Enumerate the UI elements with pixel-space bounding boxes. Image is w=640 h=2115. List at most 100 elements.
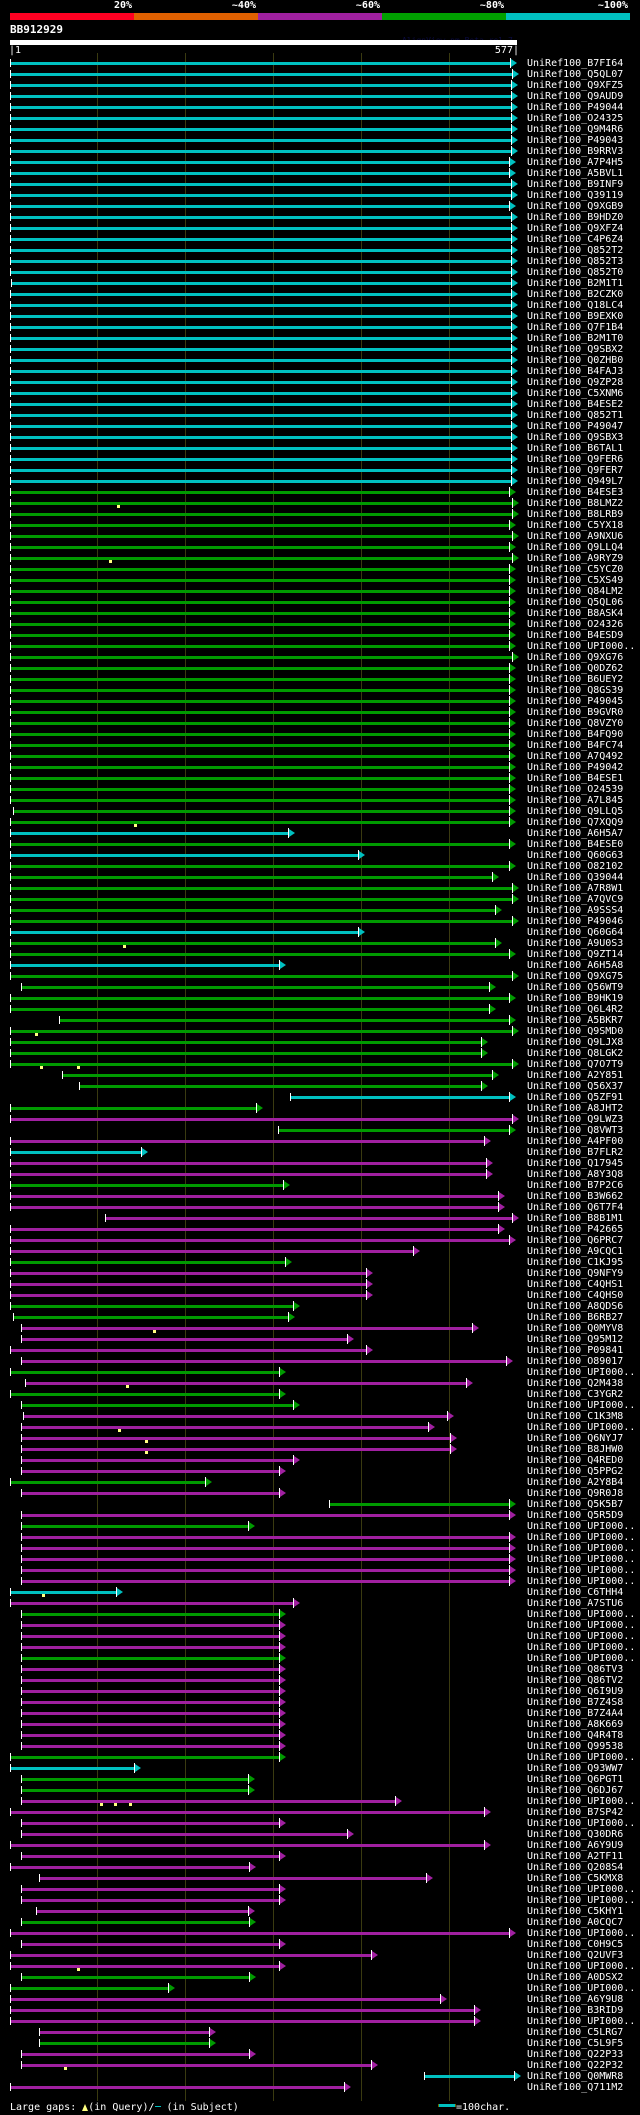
- alignment-bar[interactable]: [10, 139, 511, 142]
- hit-label[interactable]: UniRef100_UPI000..: [527, 1422, 636, 1433]
- alignment-bar[interactable]: [10, 194, 511, 197]
- alignment-bar[interactable]: [10, 579, 509, 582]
- hit-label[interactable]: UniRef100_A9RYZ9: [527, 553, 624, 564]
- alignment-bar[interactable]: [10, 535, 513, 538]
- hit-row[interactable]: UniRef100_Q852T3: [0, 256, 640, 267]
- alignment-bar[interactable]: [20, 1679, 280, 1682]
- hit-label[interactable]: UniRef100_C3YGR2: [527, 1389, 624, 1400]
- hit-label[interactable]: UniRef100_UPI000..: [527, 1983, 636, 1994]
- hit-label[interactable]: UniRef100_Q9XG75: [527, 971, 624, 982]
- hit-label[interactable]: UniRef100_Q2M438: [527, 1378, 624, 1389]
- alignment-bar[interactable]: [10, 1866, 250, 1869]
- hit-row[interactable]: UniRef100_B4ESE0: [0, 839, 640, 850]
- hit-label[interactable]: UniRef100_B7FI64: [527, 58, 624, 69]
- hit-label[interactable]: UniRef100_B7FLR2: [527, 1147, 624, 1158]
- alignment-bar[interactable]: [10, 656, 513, 659]
- hit-row[interactable]: UniRef100_Q22P32: [0, 2060, 640, 2071]
- hit-label[interactable]: UniRef100_Q5PPG2: [527, 1466, 624, 1477]
- hit-label[interactable]: UniRef100_B9EXK0: [527, 311, 624, 322]
- hit-label[interactable]: UniRef100_UPI000..: [527, 1752, 636, 1763]
- hit-label[interactable]: UniRef100_B7P2C6: [527, 1180, 624, 1191]
- hit-label[interactable]: UniRef100_Q9LLQ4: [527, 542, 624, 553]
- alignment-bar[interactable]: [10, 205, 509, 208]
- hit-label[interactable]: UniRef100_Q9ZT14: [527, 949, 624, 960]
- hit-row[interactable]: UniRef100_Q2UVF3: [0, 1950, 640, 1961]
- hit-row[interactable]: UniRef100_Q5PPG2: [0, 1466, 640, 1477]
- alignment-bar[interactable]: [10, 436, 511, 439]
- hit-label[interactable]: UniRef100_B2M1T0: [527, 333, 624, 344]
- hit-label[interactable]: UniRef100_A7L845: [527, 795, 624, 806]
- hit-label[interactable]: UniRef100_A7STU6: [527, 1598, 624, 1609]
- hit-row[interactable]: UniRef100_UPI000..: [0, 1543, 640, 1554]
- hit-label[interactable]: UniRef100_UPI000..: [527, 1565, 636, 1576]
- hit-row[interactable]: UniRef100_B8LRB9: [0, 509, 640, 520]
- hit-label[interactable]: UniRef100_Q8GS39: [527, 685, 624, 696]
- hit-label[interactable]: UniRef100_B9HK19: [527, 993, 624, 1004]
- hit-row[interactable]: UniRef100_Q6L4R2: [0, 1004, 640, 1015]
- hit-label[interactable]: UniRef100_B4ESE2: [527, 399, 624, 410]
- hit-row[interactable]: UniRef100_UPI000..: [0, 1367, 640, 1378]
- alignment-bar[interactable]: [20, 1327, 472, 1330]
- hit-row[interactable]: UniRef100_B7SP42: [0, 1807, 640, 1818]
- alignment-bar[interactable]: [10, 216, 511, 219]
- alignment-bar[interactable]: [10, 843, 509, 846]
- hit-label[interactable]: UniRef100_UPI000..: [527, 1521, 636, 1532]
- hit-label[interactable]: UniRef100_Q56WT9: [527, 982, 624, 993]
- alignment-bar[interactable]: [20, 1657, 280, 1660]
- hit-label[interactable]: UniRef100_Q56X37: [527, 1081, 624, 1092]
- alignment-bar[interactable]: [10, 1371, 280, 1374]
- hit-label[interactable]: UniRef100_Q60G64: [527, 927, 624, 938]
- alignment-bar[interactable]: [10, 777, 509, 780]
- hit-label[interactable]: UniRef100_Q9LLQ5: [527, 806, 624, 817]
- alignment-bar[interactable]: [10, 942, 495, 945]
- hit-row[interactable]: UniRef100_UPI000..: [0, 1642, 640, 1653]
- hit-label[interactable]: UniRef100_C4P6Z4: [527, 234, 624, 245]
- hit-row[interactable]: UniRef100_P49042: [0, 762, 640, 773]
- alignment-bar[interactable]: [20, 1723, 280, 1726]
- alignment-bar[interactable]: [20, 1943, 280, 1946]
- hit-row[interactable]: UniRef100_O24325: [0, 113, 640, 124]
- hit-label[interactable]: UniRef100_Q4R4T8: [527, 1730, 624, 1741]
- hit-row[interactable]: UniRef100_Q9SMD0: [0, 1026, 640, 1037]
- alignment-bar[interactable]: [10, 711, 509, 714]
- hit-row[interactable]: UniRef100_B4ESE1: [0, 773, 640, 784]
- hit-row[interactable]: UniRef100_Q9LJX8: [0, 1037, 640, 1048]
- hit-row[interactable]: UniRef100_Q9XFZ5: [0, 80, 640, 91]
- alignment-bar[interactable]: [10, 568, 509, 571]
- hit-row[interactable]: UniRef100_P09841: [0, 1345, 640, 1356]
- hit-row[interactable]: UniRef100_UPI000..: [0, 1576, 640, 1587]
- alignment-bar[interactable]: [78, 1085, 481, 1088]
- hit-row[interactable]: UniRef100_Q9NFY9: [0, 1268, 640, 1279]
- alignment-bar[interactable]: [10, 293, 511, 296]
- hit-label[interactable]: UniRef100_Q9AUD9: [527, 91, 624, 102]
- hit-label[interactable]: UniRef100_Q17945: [527, 1158, 624, 1169]
- alignment-bar[interactable]: [20, 1437, 450, 1440]
- hit-row[interactable]: UniRef100_O24539: [0, 784, 640, 795]
- alignment-bar[interactable]: [20, 1459, 294, 1462]
- hit-row[interactable]: UniRef100_A8K669: [0, 1719, 640, 1730]
- alignment-bar[interactable]: [10, 931, 358, 934]
- alignment-bar[interactable]: [10, 832, 289, 835]
- alignment-bar[interactable]: [10, 326, 511, 329]
- hit-label[interactable]: UniRef100_O24325: [527, 113, 624, 124]
- hit-row[interactable]: UniRef100_UPI000..: [0, 1521, 640, 1532]
- hit-row[interactable]: UniRef100_A9CQC1: [0, 1246, 640, 1257]
- hit-label[interactable]: UniRef100_B9GVR0: [527, 707, 624, 718]
- hit-row[interactable]: UniRef100_Q84LM2: [0, 586, 640, 597]
- alignment-bar[interactable]: [10, 975, 513, 978]
- hit-label[interactable]: UniRef100_B4FAJ3: [527, 366, 624, 377]
- hit-row[interactable]: UniRef100_B6RB27: [0, 1312, 640, 1323]
- alignment-bar[interactable]: [10, 766, 509, 769]
- hit-label[interactable]: UniRef100_P49045: [527, 696, 624, 707]
- hit-row[interactable]: UniRef100_Q86TV2: [0, 1675, 640, 1686]
- hit-row[interactable]: UniRef100_P49046: [0, 916, 640, 927]
- alignment-bar[interactable]: [10, 733, 509, 736]
- alignment-bar[interactable]: [10, 2086, 344, 2089]
- hit-row[interactable]: UniRef100_B4ESE3: [0, 487, 640, 498]
- hit-label[interactable]: UniRef100_Q9XFZ5: [527, 80, 624, 91]
- alignment-bar[interactable]: [20, 1668, 280, 1671]
- hit-row[interactable]: UniRef100_C5YX18: [0, 520, 640, 531]
- hit-row[interactable]: UniRef100_Q9AUD9: [0, 91, 640, 102]
- hit-row[interactable]: UniRef100_A2Y851: [0, 1070, 640, 1081]
- alignment-bar[interactable]: [10, 854, 358, 857]
